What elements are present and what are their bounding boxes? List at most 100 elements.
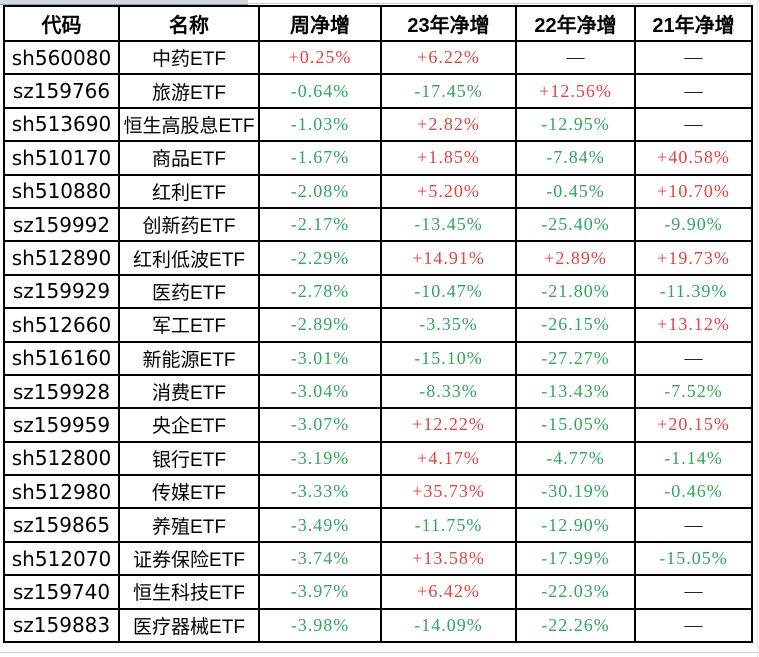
cell-name: 恒生科技ETF — [118, 574, 260, 610]
cell-week: -2.78% — [258, 273, 382, 310]
cell-week: -3.98% — [258, 607, 382, 644]
table-row: sh512980 传媒ETF -3.33% +35.73% -30.19% -0.46% — [3, 474, 753, 510]
cell-y23: +6.22% — [380, 39, 517, 76]
cell-name: 红利低波ETF — [118, 240, 260, 276]
cell-y23: +13.58% — [380, 540, 517, 577]
cell-name: 传媒ETF — [118, 474, 260, 510]
cell-y21: — — [634, 607, 753, 644]
cell-y23: +14.91% — [380, 240, 517, 276]
cell-y21: -7.52% — [634, 373, 753, 410]
column-header-2021-net: 21年净增 — [634, 5, 753, 42]
header-row: 代码 名称 周净增 23年净增 22年净增 21年净增 — [3, 5, 753, 42]
cell-y21: -0.46% — [634, 474, 753, 510]
cell-y22: — — [515, 39, 636, 76]
cell-y23: -15.10% — [380, 340, 517, 376]
cell-code: sz159766 — [3, 73, 120, 109]
cell-y22: -26.15% — [515, 307, 636, 343]
table-row: sh512660 军工ETF -2.89% -3.35% -26.15% +13.12% — [3, 307, 753, 343]
cell-week: -3.19% — [258, 440, 382, 477]
table-row: sh513690 恒生高股息ETF -1.03% +2.82% -12.95% — — [3, 106, 753, 143]
table-row: sh560080 中药ETF +0.25% +6.22% — — — [3, 39, 753, 76]
cell-name: 新能源ETF — [118, 340, 260, 376]
column-header-2022-net: 22年净增 — [515, 5, 636, 42]
table-row: sz159959 央企ETF -3.07% +12.22% -15.05% +20.15% — [3, 407, 753, 443]
cell-week: +0.25% — [258, 39, 382, 76]
cell-week: -2.29% — [258, 240, 382, 276]
table-row: sz159992 创新药ETF -2.17% -13.45% -25.40% -9.90% — [3, 206, 753, 243]
cell-name: 军工ETF — [118, 307, 260, 343]
cell-code: sz159865 — [3, 507, 120, 543]
cell-y22: -7.84% — [515, 140, 636, 176]
cell-y22: -0.45% — [515, 173, 636, 209]
cell-name: 央企ETF — [118, 407, 260, 443]
cell-y21: +40.58% — [634, 140, 753, 176]
table-row: sh512890 红利低波ETF -2.29% +14.91% +2.89% +19.73… — [3, 240, 753, 276]
cell-week: -2.17% — [258, 206, 382, 243]
cell-name: 旅游ETF — [118, 73, 260, 109]
cell-name: 创新药ETF — [118, 206, 260, 243]
cell-week: -3.01% — [258, 340, 382, 376]
cell-code: sh516160 — [3, 340, 120, 376]
cell-week: -1.67% — [258, 140, 382, 176]
cell-y22: -30.19% — [515, 474, 636, 510]
cell-code: sz159928 — [3, 373, 120, 410]
cell-y22: +2.89% — [515, 240, 636, 276]
cell-week: -3.33% — [258, 474, 382, 510]
table-row: sh516160 新能源ETF -3.01% -15.10% -27.27% — — [3, 340, 753, 376]
cell-name: 商品ETF — [118, 140, 260, 176]
cell-y21: +20.15% — [634, 407, 753, 443]
table-row: sh512070 证券保险ETF -3.74% +13.58% -17.99% -15.0… — [3, 540, 753, 577]
cell-y23: -13.45% — [380, 206, 517, 243]
cell-y23: -11.75% — [380, 507, 517, 543]
cell-code: sz159883 — [3, 607, 120, 644]
cell-y22: -13.43% — [515, 373, 636, 410]
cell-name: 消费ETF — [118, 373, 260, 410]
cell-y23: +2.82% — [380, 106, 517, 143]
cell-name: 证券保险ETF — [118, 540, 260, 577]
cell-code: sh512800 — [3, 440, 120, 477]
cell-code: sh512980 — [3, 474, 120, 510]
cell-code: sh510170 — [3, 140, 120, 176]
cell-code: sz159740 — [3, 574, 120, 610]
cell-week: -2.89% — [258, 307, 382, 343]
cell-y21: -9.90% — [634, 206, 753, 243]
cell-y21: — — [634, 73, 753, 109]
cell-y21: — — [634, 340, 753, 376]
cell-code: sh510880 — [3, 173, 120, 209]
table-row: sz159928 消费ETF -3.04% -8.33% -13.43% -7.52% — [3, 373, 753, 410]
cell-name: 中药ETF — [118, 39, 260, 76]
cell-y21: -11.39% — [634, 273, 753, 310]
cell-code: sh512890 — [3, 240, 120, 276]
etf-table-body: sh560080 中药ETF +0.25% +6.22% — — sz159766 旅游ETF… — [3, 39, 753, 644]
cell-code: sh560080 — [3, 39, 120, 76]
excel-gridband-topleft — [0, 0, 248, 5]
cell-name: 医疗器械ETF — [118, 607, 260, 644]
cell-week: -2.08% — [258, 173, 382, 209]
column-header-week-net: 周净增 — [258, 5, 382, 42]
table-row: sz159740 恒生科技ETF -3.97% +6.42% -22.03% — — [3, 574, 753, 610]
cell-y22: -25.40% — [515, 206, 636, 243]
cell-y21: -15.05% — [634, 540, 753, 577]
table-row: sz159766 旅游ETF -0.64% -17.45% +12.56% — — [3, 73, 753, 109]
cell-y22: -27.27% — [515, 340, 636, 376]
cell-code: sh512660 — [3, 307, 120, 343]
cell-y22: -15.05% — [515, 407, 636, 443]
excel-gridline-top — [248, 3, 751, 4]
cell-week: -0.64% — [258, 73, 382, 109]
cell-code: sz159959 — [3, 407, 120, 443]
cell-y22: -12.95% — [515, 106, 636, 143]
cell-y22: -22.26% — [515, 607, 636, 644]
cell-y21: — — [634, 106, 753, 143]
cell-y22: +12.56% — [515, 73, 636, 109]
table-row: sz159929 医药ETF -2.78% -10.47% -21.80% -11.39% — [3, 273, 753, 310]
etf-table: 代码 名称 周净增 23年净增 22年净增 21年净增 sh560080 中药ET… — [3, 5, 753, 644]
excel-gridline-right — [757, 0, 758, 657]
cell-name: 红利ETF — [118, 173, 260, 209]
cell-y23: +6.42% — [380, 574, 517, 610]
cell-y23: -10.47% — [380, 273, 517, 310]
cell-week: -3.49% — [258, 507, 382, 543]
cell-y22: -17.99% — [515, 540, 636, 577]
table-row: sh510170 商品ETF -1.67% +1.85% -7.84% +40.58% — [3, 140, 753, 176]
cell-y22: -4.77% — [515, 440, 636, 477]
table-row: sh510880 红利ETF -2.08% +5.20% -0.45% +10.70% — [3, 173, 753, 209]
